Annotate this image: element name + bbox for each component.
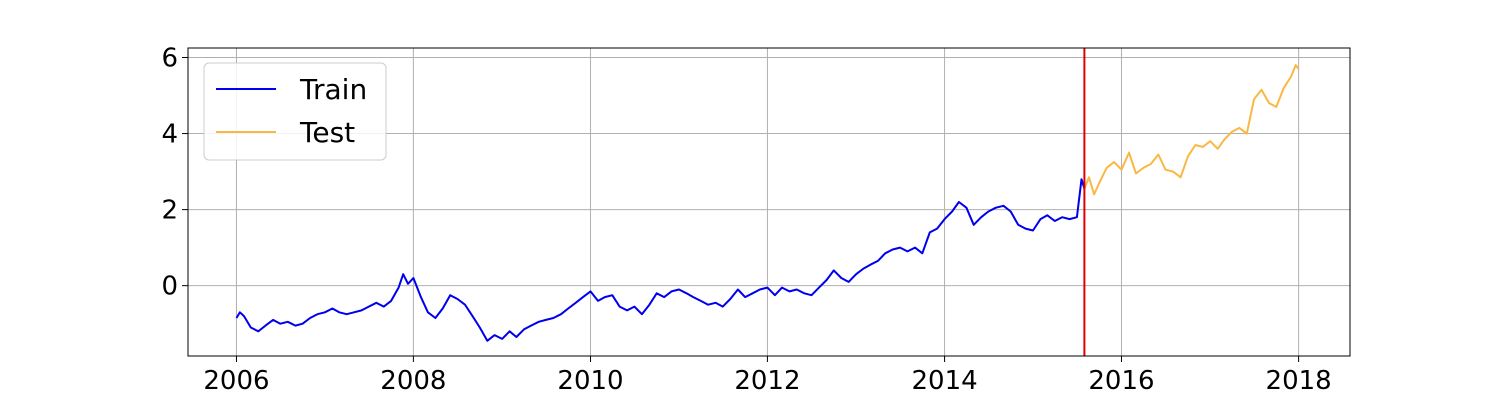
x-tick-label: 2012 (734, 366, 800, 396)
x-tick-label: 2018 (1266, 366, 1332, 396)
plot-frame (187, 47, 1351, 357)
series-layer (235, 64, 1300, 342)
y-tick-label: 6 (161, 44, 178, 74)
y-tick-label: 4 (161, 120, 178, 150)
x-axis: 2006 2008 2010 2012 2014 2016 2018 (203, 356, 1332, 396)
legend-box (203, 62, 387, 161)
legend: Train Test (203, 62, 387, 161)
y-axis: 0 2 4 6 (161, 44, 188, 302)
y-tick-label: 2 (161, 196, 178, 226)
y-tick-label: 0 (161, 272, 178, 302)
grid-lines (188, 48, 1350, 356)
x-tick-label: 2006 (203, 366, 269, 396)
x-tick-label: 2016 (1088, 366, 1154, 396)
legend-label-test: Test (299, 116, 355, 149)
series-line-train (235, 178, 1086, 342)
x-tick-label: 2014 (911, 366, 977, 396)
series-line-test (1083, 64, 1300, 196)
x-tick-label: 2008 (380, 366, 446, 396)
legend-label-train: Train (299, 73, 367, 106)
x-tick-label: 2010 (557, 366, 623, 396)
